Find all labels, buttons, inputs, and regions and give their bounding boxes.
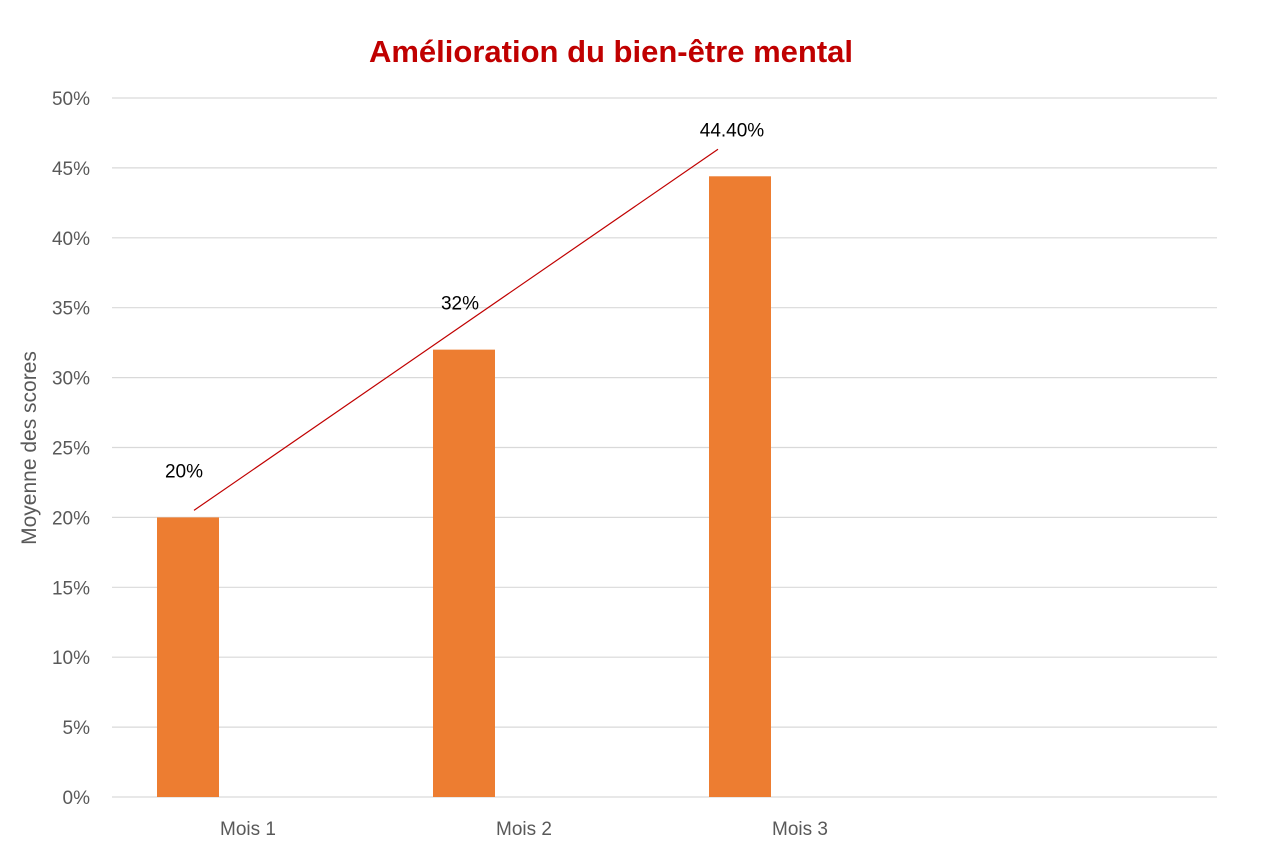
y-tick-label: 5% — [63, 718, 91, 739]
data-label: 32% — [441, 294, 479, 315]
trendline-line — [193, 148, 719, 511]
y-tick-label: 35% — [52, 299, 90, 320]
bars — [157, 176, 771, 798]
y-tick-label: 50% — [52, 89, 90, 110]
y-axis-label: Moyenne des scores — [18, 351, 41, 545]
x-tick-label: Mois 3 — [772, 819, 828, 840]
bar — [157, 517, 219, 797]
y-tick-label: 40% — [52, 229, 90, 250]
trendline — [193, 148, 719, 511]
data-labels: 20% 32% 44.40% — [165, 120, 764, 482]
y-tick-label: 0% — [63, 788, 91, 809]
x-tick-label: Mois 2 — [496, 819, 552, 840]
chart-title: Amélioration du bien-être mental — [369, 34, 853, 69]
y-tick-label: 15% — [52, 578, 90, 599]
bar — [433, 349, 495, 797]
bar — [709, 176, 771, 798]
data-label: 44.40% — [700, 120, 765, 141]
y-tick-label: 45% — [52, 159, 90, 180]
x-tick-label: Mois 1 — [220, 819, 276, 840]
y-tick-label: 30% — [52, 369, 90, 390]
y-tick-label: 10% — [52, 648, 90, 669]
y-tick-label: 25% — [52, 439, 90, 460]
axis-ticks: 0% 5% 10% 15% 20% 25% 30% 35% 40% 45% 50% Mois 1 Moi… — [52, 89, 828, 840]
y-tick-label: 20% — [52, 508, 90, 529]
data-label: 20% — [165, 461, 203, 482]
gridlines — [112, 97, 1217, 798]
